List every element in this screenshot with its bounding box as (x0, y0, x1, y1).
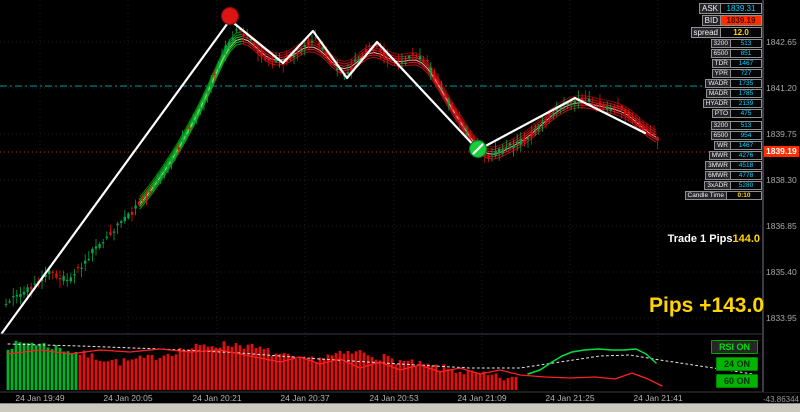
quote-row-value: 4518 (731, 161, 762, 170)
quote-row-value: 1467 (731, 59, 762, 68)
quote-row: 3200 513 (685, 121, 762, 130)
quote-row-label: YPR (711, 69, 731, 78)
quote-row-label: 3200 (710, 39, 731, 48)
time-axis-label: 24 Jan 21:09 (457, 393, 507, 403)
quote-row: BID 1839.19 (685, 15, 762, 26)
quote-row: WR 1467 (685, 141, 762, 150)
quote-row: Candle Time 0:10 (684, 191, 762, 200)
quote-row: WADR 1735 (685, 79, 762, 88)
quote-row-value: 475 (731, 109, 762, 118)
quote-row-label: MWR (708, 151, 731, 160)
quote-row-value: 12.0 (721, 27, 762, 38)
indicator-buttons: RSI ON 24 ON 60 ON (710, 340, 758, 388)
quote-row-label: WR (714, 141, 731, 150)
quote-row-label: 6MWR (705, 171, 731, 180)
quote-row-value: 1735 (731, 79, 762, 88)
rsi-toggle-button[interactable]: RSI ON (710, 340, 758, 354)
quote-row-value: 1785 (731, 89, 762, 98)
quote-row-label: 3200 (710, 121, 731, 130)
time-axis-label: 24 Jan 20:21 (192, 393, 242, 403)
quote-row-value: 2139 (731, 99, 762, 108)
quote-row-label: spread (690, 27, 721, 38)
quote-row: 3200 513 (685, 39, 762, 48)
time-axis-label: 24 Jan 20:37 (280, 393, 330, 403)
quote-row: spread 12.0 (685, 27, 762, 38)
quote-row-label: 6500 (710, 49, 731, 58)
quote-row-value: 0:10 (727, 191, 762, 200)
price-axis-label: 1835.40 (766, 267, 797, 277)
price-axis-label: 1833.95 (766, 313, 797, 323)
quote-row-value: 1839.31 (721, 3, 762, 14)
quote-row-value: 727 (731, 69, 762, 78)
price-axis-label: 1836.85 (766, 221, 797, 231)
quote-row-label: TDR (711, 59, 731, 68)
quote-row: 6500 954 (685, 131, 762, 140)
quote-row-label: HYADR (702, 99, 731, 108)
time-axis-label: 24 Jan 20:53 (369, 393, 419, 403)
quote-row: ASK 1839.31 (685, 3, 762, 14)
indicator-axis-value: -43.86344 (762, 395, 799, 404)
quote-row-value: 513 (731, 39, 762, 48)
price-axis-label: 1841.20 (766, 83, 797, 93)
b24-toggle-button[interactable]: 24 ON (715, 357, 758, 371)
quote-row: 3xADR 5280 (685, 181, 762, 190)
quote-row-value: 851 (731, 49, 762, 58)
quote-row: MADR 1785 (685, 89, 762, 98)
quote-row: HYADR 2139 (685, 99, 762, 108)
quote-row: 6MWR 4778 (685, 171, 762, 180)
quote-row-label: BID (701, 15, 721, 26)
quote-panel: ASK 1839.31 BID 1839.19 spread 12.0 3200 513 650… (684, 3, 762, 201)
quote-row-value: 954 (731, 131, 762, 140)
quote-row-value: 1839.19 (721, 15, 762, 26)
trade-pips-value: 144.0 (732, 233, 760, 245)
quote-row: YPR 727 (685, 69, 762, 78)
quote-row-label: MADR (705, 89, 731, 98)
price-axis[interactable]: 1842.65 1841.20 1839.75 1838.30 1836.85 1835.… (763, 0, 800, 392)
price-axis-label: 1839.75 (766, 129, 797, 139)
quote-row: TDR 1467 (685, 59, 762, 68)
quote-row-label: WADR (705, 79, 731, 88)
quote-row-label: PTO (711, 109, 731, 118)
quote-row-value: 5280 (731, 181, 762, 190)
trade-pips-label: Trade 1 Pips144.0 (668, 233, 760, 245)
quote-row: PTO 475 (685, 109, 762, 118)
time-axis-label: 24 Jan 21:25 (545, 393, 595, 403)
time-axis[interactable]: 24 Jan 19:49 24 Jan 20:05 24 Jan 20:21 24 J… (0, 392, 763, 404)
price-axis-label: 1838.30 (766, 175, 797, 185)
quote-row-label: 3xADR (704, 181, 731, 190)
quote-row-value: 1467 (731, 141, 762, 150)
quote-row-label: 3MWR (705, 161, 731, 170)
quote-row-label: ASK (698, 3, 721, 14)
quote-row: 6500 851 (685, 49, 762, 58)
quote-row: 3MWR 4518 (685, 161, 762, 170)
bid-price-tag: 1839.19 (764, 146, 799, 157)
time-axis-label: 24 Jan 19:49 (15, 393, 65, 403)
quote-row-value: 513 (731, 121, 762, 130)
price-axis-label: 1842.65 (766, 37, 797, 47)
b60-toggle-button[interactable]: 60 ON (715, 374, 758, 388)
quote-row-label: 6500 (710, 131, 731, 140)
quote-row-label: Candle Time (684, 191, 727, 200)
chart-tab-bar: USD.sqx M1 (0, 403, 800, 412)
quote-row-value: 4778 (731, 171, 762, 180)
quote-row: MWR 4276 (685, 151, 762, 160)
quote-row-value: 4276 (731, 151, 762, 160)
pips-total-label: Pips +143.0 (649, 294, 764, 317)
trade-pips-text: Trade 1 Pips (667, 233, 733, 245)
time-axis-label: 24 Jan 21:41 (633, 393, 683, 403)
time-axis-label: 24 Jan 20:05 (103, 393, 153, 403)
